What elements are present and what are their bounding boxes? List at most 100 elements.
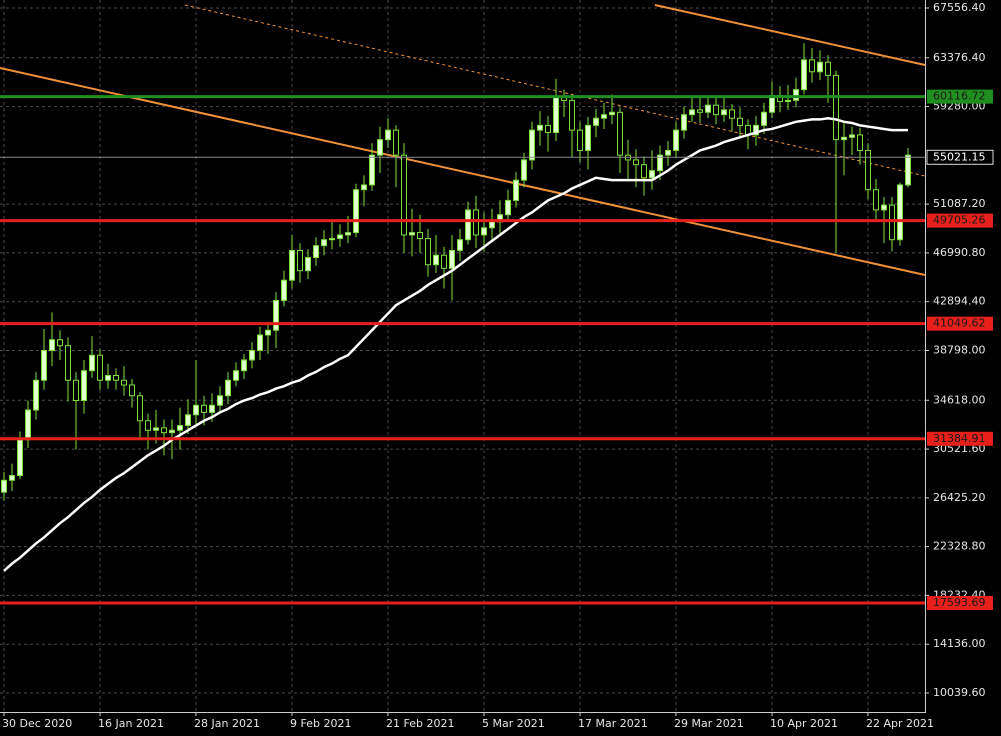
- candle-body: [457, 239, 463, 251]
- candle-body: [473, 209, 479, 236]
- x-tick-label: 9 Feb 2021: [290, 717, 351, 730]
- x-tick-label: 22 Apr 2021: [866, 717, 934, 730]
- candle-body: [9, 475, 15, 481]
- candle-body: [881, 204, 887, 211]
- level-tag: [927, 596, 993, 611]
- candle-body: [633, 159, 639, 166]
- candle-body: [705, 104, 711, 113]
- candle-body: [345, 232, 351, 236]
- y-tick-label: 46990.80: [933, 246, 986, 259]
- candle-body: [321, 239, 327, 247]
- candle-body: [289, 249, 295, 281]
- candle-body: [113, 374, 119, 381]
- candle-body: [601, 114, 607, 119]
- moving-average: [3, 116, 908, 572]
- candle-body: [297, 249, 303, 272]
- candle-body: [753, 124, 759, 136]
- level-tag: [927, 89, 993, 104]
- trend-line: [654, 4, 926, 66]
- candle-body: [161, 427, 167, 434]
- candle-body: [897, 184, 903, 241]
- candle-body: [441, 254, 447, 269]
- candle-body: [449, 249, 455, 269]
- y-tick-label: 42894.40: [933, 295, 986, 308]
- candle-body: [409, 232, 415, 236]
- candle-body: [489, 221, 495, 229]
- candle-body: [73, 379, 79, 401]
- x-tick-label: 17 Mar 2021: [578, 717, 648, 730]
- candle-body: [889, 204, 895, 241]
- y-tick-label: 67556.40: [933, 1, 986, 14]
- candle-body: [329, 238, 335, 241]
- candle-body: [809, 59, 815, 73]
- candle-body: [825, 61, 831, 76]
- candle-body: [241, 359, 247, 372]
- candle-body: [841, 136, 847, 141]
- candle-body: [57, 339, 63, 347]
- trend-line-dashed: [184, 4, 926, 177]
- candle-body: [697, 109, 703, 113]
- candle-body: [385, 129, 391, 141]
- candle-body: [393, 129, 399, 156]
- candle-body: [585, 124, 591, 151]
- candle-body: [249, 349, 255, 361]
- level-tag: [927, 316, 993, 331]
- candle-body: [209, 404, 215, 413]
- candle-body: [481, 227, 487, 236]
- candle-body: [673, 129, 679, 151]
- candle-body: [129, 384, 135, 397]
- y-tick-label: 51087.20: [933, 197, 986, 210]
- candle-body: [801, 59, 807, 91]
- candle-body: [193, 404, 199, 416]
- candle-body: [1, 479, 7, 493]
- candle-body: [865, 149, 871, 191]
- candle-body: [225, 379, 231, 397]
- candle-body: [337, 234, 343, 240]
- candle-body: [265, 329, 271, 336]
- y-tick-label: 22328.80: [933, 540, 986, 553]
- candle-body: [81, 370, 87, 401]
- x-tick-label: 5 Mar 2021: [482, 717, 545, 730]
- candle-body: [49, 339, 55, 351]
- candle-body: [353, 189, 359, 234]
- x-tick-label: 28 Jan 2021: [194, 717, 260, 730]
- candle-body: [553, 96, 559, 134]
- candle-body: [761, 111, 767, 126]
- candle-body: [25, 409, 31, 441]
- candle-body: [545, 124, 551, 134]
- candle-body: [833, 74, 839, 141]
- x-tick-label: 10 Apr 2021: [770, 717, 838, 730]
- candle-body: [201, 404, 207, 413]
- candle-body: [641, 164, 647, 179]
- level-label: 31384.91: [933, 432, 986, 445]
- candle-body: [417, 232, 423, 240]
- candle-body: [529, 129, 535, 161]
- candle-body: [505, 199, 511, 216]
- candle-body: [513, 179, 519, 201]
- x-tick-label: 16 Jan 2021: [98, 717, 164, 730]
- candle-body: [849, 134, 855, 138]
- candle-body: [665, 149, 671, 156]
- candle-body: [313, 245, 319, 259]
- candle-body: [729, 109, 735, 119]
- level-label: 49705.26: [933, 214, 986, 227]
- candle-body: [521, 159, 527, 181]
- level-label: 17593.69: [933, 596, 986, 609]
- y-tick-label: 10039.60: [933, 686, 986, 699]
- candle-body: [169, 429, 175, 434]
- levels: [0, 95, 925, 605]
- price-axis: [925, 0, 1001, 736]
- candle-body: [857, 134, 863, 151]
- candle-body: [185, 414, 191, 427]
- candle-body: [577, 129, 583, 151]
- candle-body: [793, 89, 799, 101]
- candle-body: [657, 154, 663, 172]
- candle-body: [873, 189, 879, 211]
- current-price-tag: [926, 149, 994, 165]
- candle-body: [737, 117, 743, 126]
- candle-body: [617, 111, 623, 156]
- candle-body: [465, 209, 471, 241]
- candle-body: [377, 139, 383, 156]
